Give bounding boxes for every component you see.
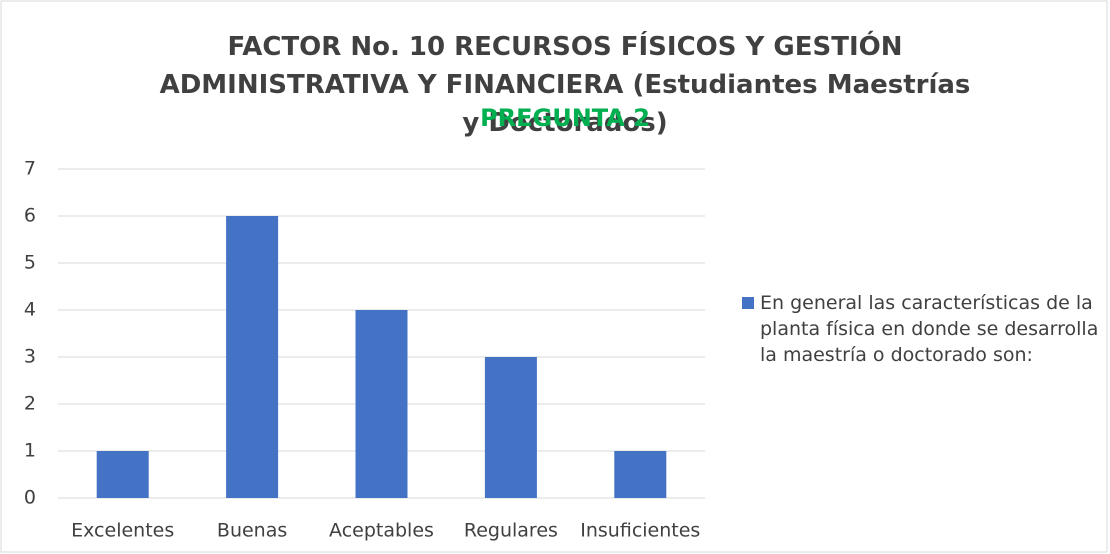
x-tick-label: Aceptables xyxy=(329,520,434,542)
x-tick-label: Insuficientes xyxy=(580,520,700,542)
bar xyxy=(355,310,408,498)
x-tick-label: Regulares xyxy=(464,520,558,542)
legend-swatch xyxy=(742,297,754,309)
bar xyxy=(614,451,667,498)
x-tick-label: Excelentes xyxy=(71,520,174,542)
bar xyxy=(484,357,537,498)
y-tick-label: 1 xyxy=(24,440,36,462)
bar xyxy=(226,216,279,498)
legend-label: En general las características de la pla… xyxy=(760,292,1099,366)
y-tick-label: 7 xyxy=(24,158,36,180)
y-tick-label: 3 xyxy=(24,346,36,368)
chart-title: FACTOR No. 10 RECURSOS FÍSICOS Y GESTIÓN… xyxy=(159,32,971,138)
bar xyxy=(96,451,149,498)
x-tick-label: Buenas xyxy=(217,520,287,542)
y-tick-label: 0 xyxy=(24,487,36,509)
chart-subtitle: PREGUNTA 2 xyxy=(480,104,650,132)
y-tick-label: 6 xyxy=(24,205,36,227)
legend: En general las características de la pla… xyxy=(742,290,1102,368)
y-tick-label: 5 xyxy=(24,252,36,274)
y-tick-label: 4 xyxy=(24,299,36,321)
y-tick-label: 2 xyxy=(24,393,36,415)
